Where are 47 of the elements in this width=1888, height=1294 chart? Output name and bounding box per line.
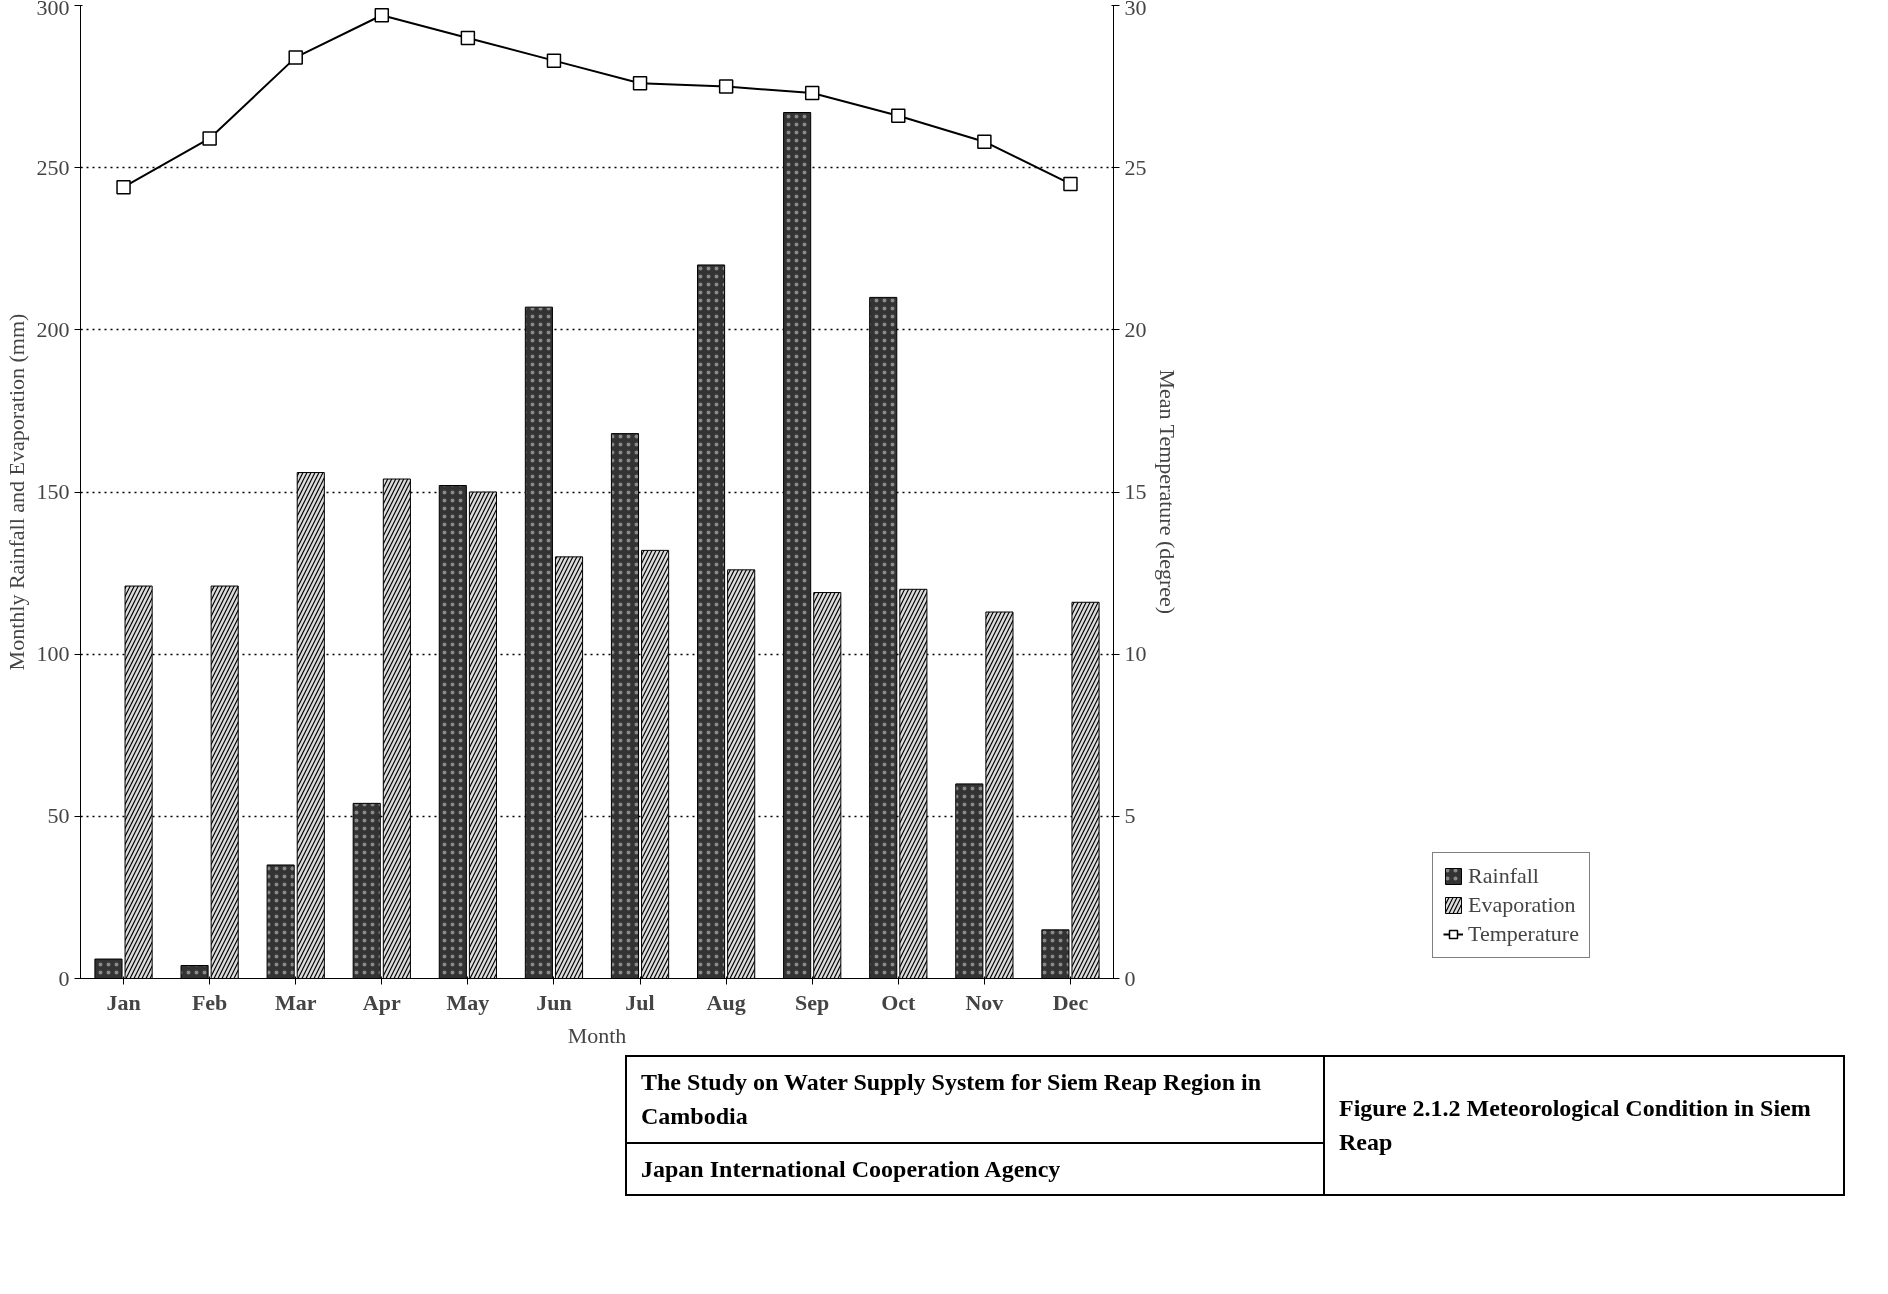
y-tick-label: 250 <box>36 154 70 180</box>
y2-tick-label: 25 <box>1124 154 1147 180</box>
y2-tick-label: 30 <box>1124 0 1147 20</box>
legend-label: Temperature <box>1468 921 1579 947</box>
x-tick-label: Sep <box>795 989 830 1015</box>
y-tick-label: 0 <box>58 965 70 991</box>
point <box>1063 176 1078 192</box>
point <box>804 85 820 101</box>
x-tick-label: Jun <box>536 989 572 1015</box>
legend-label: Evaporation <box>1468 892 1576 918</box>
text: Japan International Cooperation Agency <box>641 1155 1061 1182</box>
point <box>891 108 906 124</box>
caption: Figure 2.1.2 Meteorological Condition in Siem Reap <box>1338 1095 1811 1156</box>
y-axis-title: Monthly Rainfall and Evaporation (mm) <box>3 313 29 671</box>
x-tick-label: Dec <box>1052 989 1089 1015</box>
y-tick-label: 200 <box>36 316 70 342</box>
y2-tick-label: 5 <box>1124 803 1136 829</box>
x-tick-label: Feb <box>191 989 228 1015</box>
y2-tick-label: 15 <box>1124 479 1147 504</box>
x-tick-label: May <box>446 989 490 1015</box>
x-tick-label: Mar <box>274 989 317 1015</box>
y2-axis-title: Mean Temperature (degree) <box>1154 369 1180 615</box>
point <box>374 7 390 23</box>
legend-label: Rainfall <box>1468 863 1539 889</box>
point <box>718 79 734 94</box>
y2-tick-label: 20 <box>1124 316 1147 342</box>
point <box>202 131 217 146</box>
point <box>977 134 992 149</box>
x-tick-label: Oct <box>881 989 917 1015</box>
point <box>288 50 303 65</box>
x-tick-label: Nov <box>965 989 1004 1015</box>
point <box>116 179 131 195</box>
point <box>632 76 648 91</box>
x-tick-label: Jul <box>625 989 655 1015</box>
point <box>546 53 562 68</box>
y2-tick-label: 0 <box>1124 965 1136 991</box>
point <box>460 30 476 46</box>
text: The Study on Water Supply System for Siem Reap Region in Cambodia <box>641 1069 1262 1130</box>
x-axis-title: Month <box>567 1022 627 1048</box>
y-tick-label: 50 <box>47 803 70 829</box>
y-tick-label: 300 <box>36 0 70 20</box>
x-tick-label: Jan <box>106 989 141 1015</box>
x-tick-label: Aug <box>706 989 746 1015</box>
y-tick-label: 150 <box>36 479 70 504</box>
y2-tick-label: 10 <box>1124 641 1147 667</box>
x-tick-label: Apr <box>362 989 401 1015</box>
y-tick-label: 100 <box>36 641 70 667</box>
